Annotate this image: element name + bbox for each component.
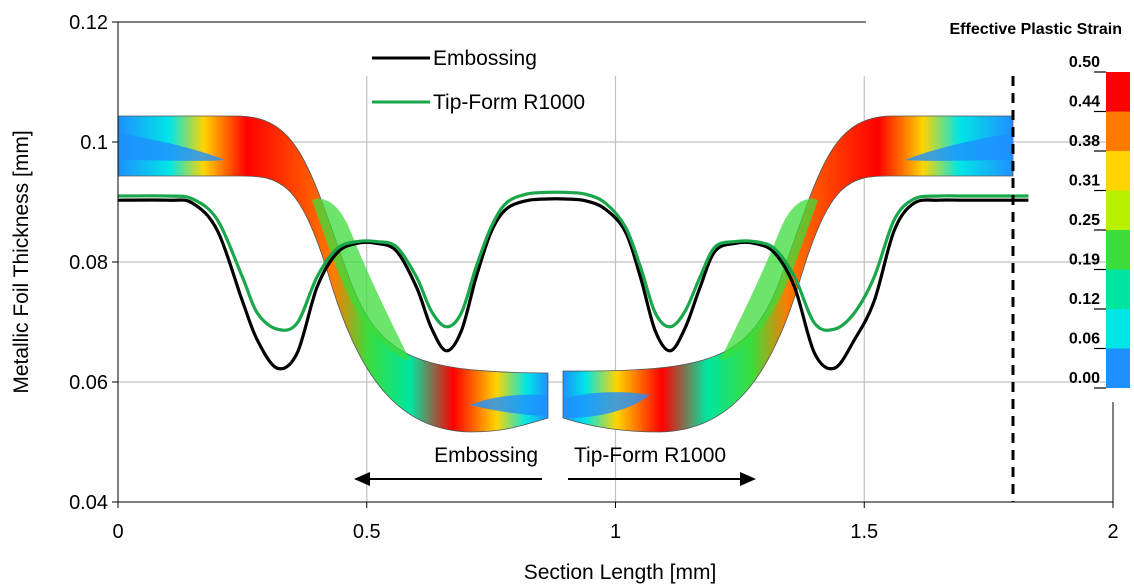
arrow-right-head (740, 472, 756, 486)
y-tick-label-3: 0.1 (80, 132, 108, 154)
colorbar-segment-1 (1106, 111, 1130, 151)
colorbar-segment-4 (1106, 230, 1130, 270)
annotation-embossing: Embossing (434, 444, 538, 467)
colorbar-segment-3 (1106, 190, 1130, 230)
x-tick-label-0: 0 (112, 521, 123, 543)
colorbar-tick-label-0: 0.50 (1069, 54, 1100, 71)
y-tick-label-4: 0.12 (69, 12, 108, 34)
y-ticks: 0.04 0.06 0.08 0.1 0.12 (69, 12, 118, 514)
x-axis-label: Section Length [mm] (524, 561, 717, 584)
colorbar-tick-label-1: 0.44 (1069, 94, 1100, 111)
left-band-lowstrain (470, 394, 546, 416)
left-band-top-lowstrain (118, 133, 225, 161)
colorbar-segment-5 (1106, 269, 1130, 309)
y-tick-label-2: 0.08 (69, 252, 108, 274)
colorbar-tick-label-3: 0.31 (1069, 173, 1100, 190)
x-tick-label-1: 0.5 (353, 521, 381, 543)
right-band-lowstrain (565, 392, 650, 418)
left-contour-band (117, 115, 549, 433)
colorbar-tick-label-2: 0.38 (1069, 133, 1100, 150)
y-axis-label: Metallic Foil Thickness [mm] (10, 130, 33, 393)
y-tick-label-0: 0.04 (69, 492, 108, 514)
right-band-core (720, 198, 818, 360)
legend-label-embossing: Embossing (433, 47, 537, 70)
x-tick-label-4: 2 (1107, 521, 1118, 543)
colorbar-segment-6 (1106, 309, 1130, 349)
colorbar-segment-7 (1106, 348, 1130, 388)
series-line-1 (117, 190, 1029, 332)
colorbar-tick-label-5: 0.19 (1069, 252, 1100, 269)
legend: Embossing Tip-Form R1000 (372, 47, 585, 114)
annotation-tipform: Tip-Form R1000 (574, 444, 726, 467)
series-layer (117, 190, 1029, 371)
colorbar-tick-label-8: 0.00 (1069, 370, 1100, 387)
x-tick-label-2: 1 (610, 521, 621, 543)
colorbar-tick-label-6: 0.12 (1069, 291, 1100, 308)
left-band-core (312, 198, 410, 360)
colorbar-tick-label-7: 0.06 (1069, 331, 1100, 348)
y-tick-label-1: 0.06 (69, 372, 108, 394)
strain-contour-band (117, 115, 1014, 433)
arrow-left-head (354, 472, 370, 486)
colorbar-segment-0 (1106, 72, 1130, 112)
colorbar-segment-2 (1106, 151, 1130, 191)
colorbar: 0.50 0.44 0.38 0.31 0.25 0.19 0.12 0.06 0.00 (1069, 54, 1130, 389)
x-ticks: 0 0.5 1 1.5 2 (112, 502, 1119, 543)
x-tick-label-3: 1.5 (850, 521, 878, 543)
colorbar-tick-label-4: 0.25 (1069, 212, 1100, 229)
series-line-0 (117, 197, 1029, 371)
colorbar-title: Effective Plastic Strain (949, 21, 1122, 38)
legend-label-tipform: Tip-Form R1000 (433, 91, 585, 114)
arrow-annotations: Embossing Tip-Form R1000 (354, 444, 756, 486)
right-band-top-lowstrain (905, 133, 1013, 161)
